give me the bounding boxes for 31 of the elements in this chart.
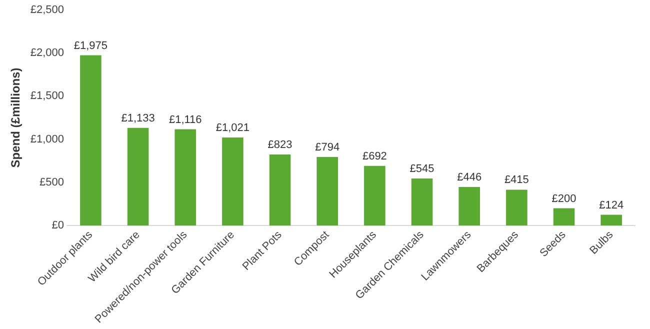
bar [80,55,102,226]
bar [364,166,386,226]
bar [600,214,622,226]
bar [411,178,433,226]
y-tick-label: £2,000 [30,47,64,60]
bar [222,137,244,226]
y-tick-label: £500 [40,176,64,188]
data-label: £692 [362,150,387,162]
bar [269,154,291,226]
data-label: £446 [457,172,482,184]
bar [174,129,196,226]
bar [553,208,575,226]
data-label: £823 [268,139,292,152]
bar [127,128,149,226]
data-label: £200 [552,192,576,205]
y-tick-label: £1,000 [30,133,64,146]
data-label: £1,975 [74,40,108,52]
data-label: £124 [599,199,624,212]
data-label: £1,133 [121,112,155,124]
y-axis-title: Spend (£millions) [8,68,23,168]
bar [458,187,480,226]
data-label: £794 [315,142,340,154]
y-tick-label: £1,500 [30,90,64,102]
data-label: £545 [410,163,434,176]
data-label: £1,116 [168,114,202,126]
data-label: £1,021 [216,122,250,134]
y-tick-label: £2,500 [30,4,64,16]
data-label: £415 [504,174,529,186]
bar [506,190,528,226]
bar [316,157,338,226]
y-tick-label: £0 [52,219,64,232]
